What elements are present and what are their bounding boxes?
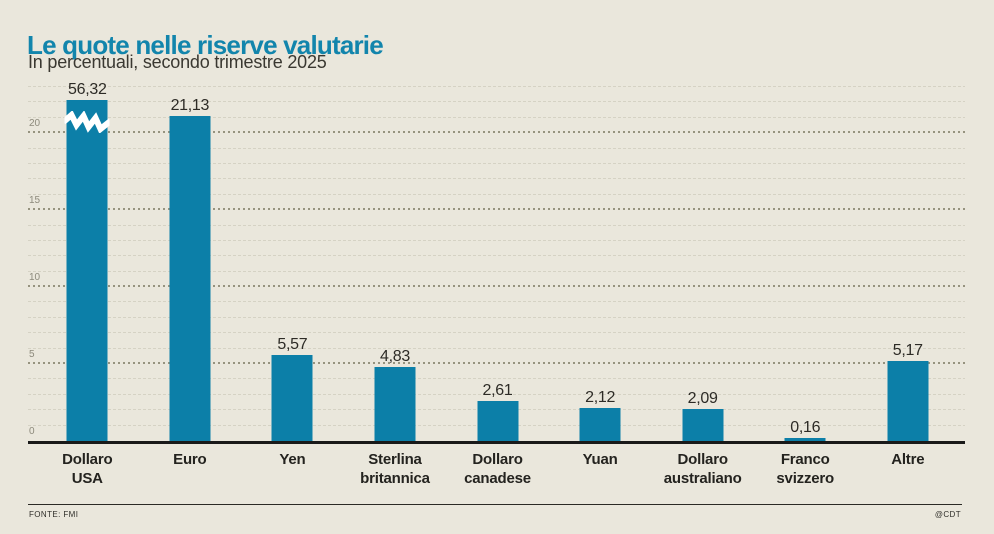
x-axis-label-line: Dollaro — [677, 451, 728, 468]
x-axis-label-line: australiano — [663, 470, 742, 487]
x-axis-label-line: Yuan — [582, 451, 618, 468]
bar-value-label: 2,61 — [482, 381, 513, 399]
x-axis-category-label-yuan: Yuan — [549, 450, 652, 488]
x-axis-category-label-altre: Altre — [857, 450, 960, 488]
bar-value-label: 0,16 — [790, 419, 821, 436]
bar-value-label: 2,09 — [687, 389, 718, 407]
bar-value-label: 2,12 — [585, 389, 616, 407]
minor-gridline — [28, 270, 965, 272]
x-axis-label-line: svizzero — [776, 470, 835, 487]
bar-value-label: 56,32 — [68, 81, 107, 99]
minor-gridline — [28, 101, 965, 103]
y-axis-tick-label: 0 — [29, 426, 35, 437]
minor-gridline — [28, 116, 965, 118]
bar-euro — [169, 115, 211, 441]
bar-value-label: 4,83 — [379, 347, 410, 365]
x-axis-category-label-franco-svizzero: Franco svizzero — [754, 450, 857, 488]
y-axis-tick-label: 20 — [29, 118, 41, 130]
plot-area: 56,32 21,13 5,57 4,83 2,61 2,12 2,09 0,16 5,17 0… — [28, 82, 965, 444]
minor-gridline — [28, 86, 965, 87]
axis-break-icon — [64, 111, 110, 134]
minor-gridline — [28, 239, 965, 241]
minor-gridline — [28, 316, 965, 318]
minor-gridline — [28, 393, 965, 395]
bar-cell-dollaro-usa: 56,32 — [36, 82, 139, 441]
bar-cell-dollaro-canadese: 2,61 — [446, 87, 549, 441]
bar-cell-yen: 5,57 — [241, 87, 344, 441]
bar-yuan — [579, 408, 621, 441]
minor-gridline — [28, 378, 965, 380]
bar-value-label: 21,13 — [170, 96, 210, 114]
x-axis-category-label-sterlina-britannica: Sterlina britannica — [344, 450, 447, 488]
credit-label: @CDT — [934, 510, 961, 519]
bar-cell-altre: 5,17 — [857, 87, 960, 441]
bar-altre — [887, 361, 929, 441]
bar-franco-svizzero — [784, 438, 826, 441]
bar-cell-sterlina-britannica: 4,83 — [344, 87, 447, 441]
major-gridline — [28, 208, 965, 211]
x-axis-category-label-yen: Yen — [241, 450, 344, 488]
x-axis-label-line: Dollaro — [472, 451, 523, 468]
source-label: FONTE: FMI — [29, 510, 79, 519]
minor-gridline — [28, 162, 965, 164]
x-axis-label-line: britannica — [360, 470, 430, 487]
x-axis-label-line: canadese — [464, 470, 531, 487]
footer-divider — [28, 504, 962, 505]
minor-gridline — [28, 347, 965, 349]
x-axis-label-line: Dollaro — [62, 451, 113, 468]
bar-sterlina-britannica — [374, 366, 416, 441]
bar-cell-euro: 21,13 — [139, 87, 242, 441]
y-axis-tick-label: 5 — [29, 349, 35, 361]
x-axis-category-label-dollaro-usa: Dollaro USA — [36, 450, 139, 488]
y-axis-tick-label: 15 — [29, 195, 41, 207]
minor-gridline — [28, 147, 965, 149]
major-gridline — [28, 362, 965, 365]
bar-dollaro-australiano — [682, 408, 724, 441]
x-axis-category-label-euro: Euro — [139, 450, 242, 488]
bar-cell-yuan: 2,12 — [549, 87, 652, 441]
minor-gridline — [28, 224, 965, 226]
minor-gridline — [28, 301, 965, 303]
bar-yen — [271, 355, 313, 441]
x-axis-category-label-dollaro-canadese: Dollaro canadese — [446, 450, 549, 488]
x-axis-labels: Dollaro USA Euro Yen Sterlina britannica Dolla… — [36, 450, 959, 488]
major-gridline — [28, 131, 965, 134]
x-axis-label-line: USA — [71, 470, 103, 487]
chart-title: Le quote nelle riserve valutarie — [27, 30, 384, 61]
bar-dollaro-usa — [64, 100, 110, 441]
x-axis-line — [28, 441, 965, 444]
bar-cell-dollaro-australiano: 2,09 — [651, 87, 754, 441]
minor-gridline — [28, 193, 965, 195]
y-axis-tick-label: 10 — [29, 272, 41, 284]
minor-gridline — [28, 255, 965, 257]
x-axis-label-line: Yen — [279, 451, 306, 468]
chart-subtitle: In percentuali, secondo trimestre 2025 — [28, 52, 327, 72]
minor-gridline — [28, 332, 965, 334]
x-axis-label-line: Sterlina — [368, 451, 422, 468]
bar-value-label: 5,17 — [892, 342, 923, 360]
major-gridline — [28, 285, 965, 288]
bars-row: 56,32 21,13 5,57 4,83 2,61 2,12 2,09 0,16 5,17 — [36, 82, 960, 441]
x-axis-label-line: Franco — [780, 451, 830, 468]
bar-cell-franco-svizzero: 0,16 — [754, 87, 857, 441]
minor-gridline — [28, 178, 965, 180]
bar-value-label: 5,57 — [277, 336, 308, 354]
bar-dollaro-canadese — [477, 400, 519, 441]
x-axis-label-line: Altre — [891, 451, 925, 468]
x-axis-label-line: Euro — [173, 451, 207, 468]
x-axis-category-label-dollaro-australiano: Dollaro australiano — [651, 450, 754, 488]
